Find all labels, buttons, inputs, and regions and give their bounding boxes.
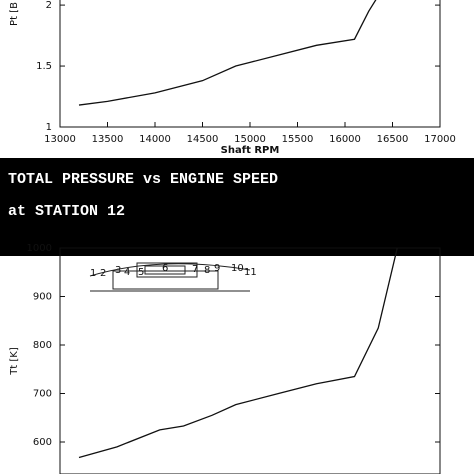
x-tick-label: 14000 (139, 134, 171, 145)
inset-label: 1 (90, 268, 96, 279)
inset-label: 6 (162, 263, 168, 274)
inset-label: 9 (214, 263, 220, 274)
y-tick-label: 700 (33, 388, 52, 399)
inset-label: 5 (138, 267, 144, 278)
x-tick-label: 13500 (92, 134, 124, 145)
y-tick-label: 600 (33, 437, 52, 448)
x-tick-label: 16500 (377, 134, 409, 145)
y-axis-label: Pt [B (9, 2, 20, 26)
x-axis-label: Shaft RPM (221, 145, 280, 156)
plot-frame (59, 247, 441, 474)
y-tick-label: 1 (46, 122, 52, 133)
inset-label: 3 (115, 265, 121, 276)
inset-label: 4 (124, 267, 130, 278)
inset-label: 10 (231, 263, 244, 274)
y-tick-label: 900 (33, 291, 52, 302)
inset-label: 7 (192, 264, 198, 275)
y-tick-label: 1.5 (36, 61, 52, 72)
y-tick-label: 800 (33, 340, 52, 351)
x-tick-label: 14500 (187, 134, 219, 145)
line (78, 247, 398, 459)
engine-schematic (89, 262, 251, 292)
banner (0, 158, 474, 256)
x-tick-label: 16000 (329, 134, 361, 145)
y-tick-label: 1000 (27, 243, 52, 254)
x-tick-label: 13000 (44, 134, 76, 145)
line (78, 0, 377, 106)
x-tick-label: 17000 (424, 134, 456, 145)
inset-label: 2 (100, 268, 106, 279)
y-tick-label: 2 (46, 0, 52, 11)
plot-frame (59, 0, 441, 128)
banner-line: at STATION 12 (8, 203, 125, 220)
banner-line: TOTAL PRESSURE vs ENGINE SPEED (8, 171, 278, 188)
x-tick-label: 15000 (234, 134, 266, 145)
y-axis-label: Tt [K] (9, 347, 20, 376)
x-tick-label: 15500 (282, 134, 314, 145)
inset-label: 8 (204, 265, 210, 276)
inset-label: 11 (244, 267, 257, 278)
